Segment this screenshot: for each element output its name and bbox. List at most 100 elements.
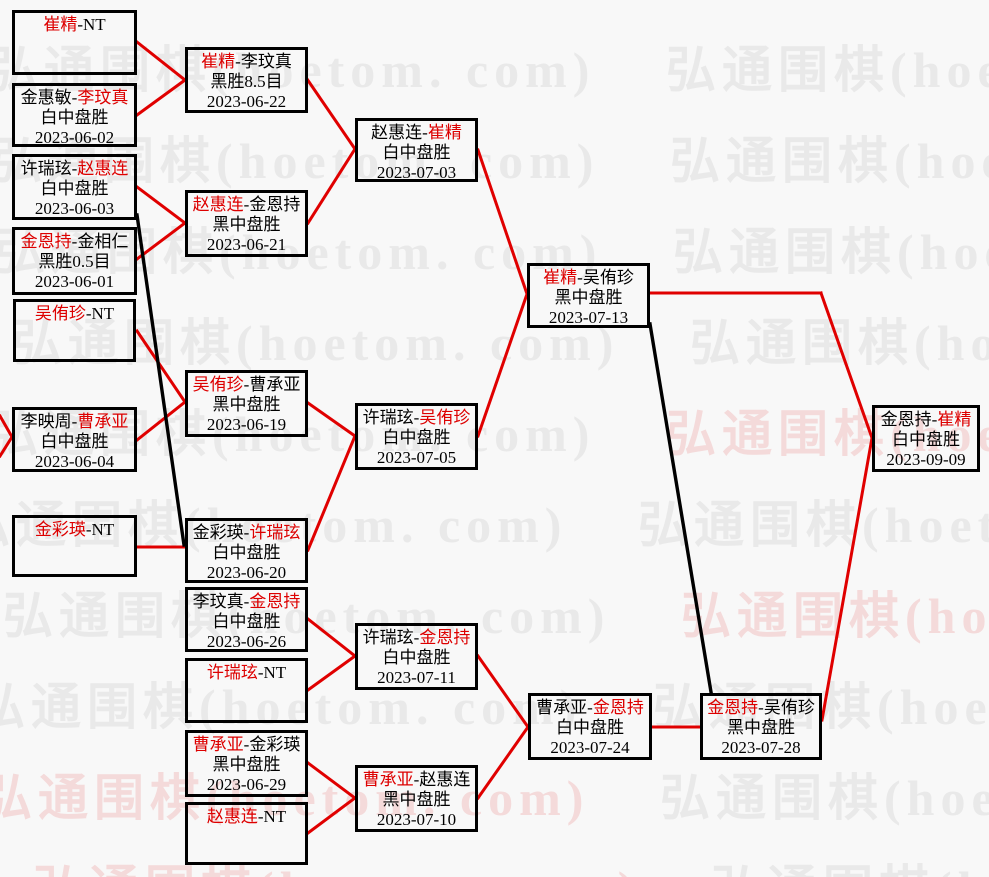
match-result: 白中盘胜 bbox=[15, 179, 134, 199]
player-loser-name: 赵惠连- bbox=[371, 123, 428, 142]
match-box-6: 金彩瑛-NT bbox=[12, 515, 137, 577]
winner-advance-line bbox=[305, 146, 358, 226]
watermark-text: 弘通围棋(hoetom. com) bbox=[3, 588, 611, 644]
match-box-9: 吴侑珍-曹承亚 黑中盘胜 2023-06-19 bbox=[185, 370, 308, 437]
result-text: 黑胜8.5目 bbox=[210, 72, 283, 91]
result-text: 白中盘胜 bbox=[382, 428, 451, 447]
player-loser-name: 金恩持- bbox=[880, 410, 938, 429]
match-box-2: 许瑞玹-赵惠连 白中盘胜 2023-06-03 bbox=[12, 154, 137, 220]
match-box-8: 赵惠连-金恩持 黑中盘胜 2023-06-21 bbox=[185, 190, 308, 257]
winner-advance-line bbox=[304, 76, 358, 152]
player-winner-name: 金恩持 bbox=[249, 592, 301, 611]
date-text: 2023-07-03 bbox=[376, 163, 457, 182]
match-players-line: 崔精-NT bbox=[15, 15, 134, 35]
winner-advance-line bbox=[134, 184, 188, 226]
winner-advance-line bbox=[819, 291, 874, 440]
player-winner-name: 金恩持 bbox=[20, 232, 72, 251]
match-box-3: 金恩持-金相仁 黑胜0.5目 2023-06-01 bbox=[12, 227, 137, 295]
player-winner-name: 吴侑珍 bbox=[192, 375, 244, 394]
winner-advance-line bbox=[820, 436, 874, 722]
match-players-line: 许瑞玹-赵惠连 bbox=[15, 159, 134, 179]
result-text: 白中盘胜 bbox=[40, 432, 109, 451]
match-result: 黑胜0.5目 bbox=[15, 252, 134, 272]
date-text: 2023-09-09 bbox=[886, 450, 966, 469]
match-players-line: 曹承亚-金彩瑛 bbox=[188, 735, 305, 755]
match-box-7: 崔精-李玟真 黑胜8.5目 2023-06-22 bbox=[185, 47, 308, 113]
player-winner-name: 崔精 bbox=[937, 410, 972, 429]
player-winner-name: 崔精 bbox=[427, 123, 462, 142]
watermark-text: 弘通围棋(hoetom. com) bbox=[638, 497, 989, 553]
match-date: 2023-06-21 bbox=[188, 235, 305, 255]
match-result: 黑中盘胜 bbox=[530, 288, 647, 308]
match-players-line: 金彩瑛-NT bbox=[15, 520, 134, 540]
winner-advance-line bbox=[306, 434, 357, 552]
match-date: 2023-06-01 bbox=[15, 272, 134, 292]
match-players-line: 赵惠连-崔精 bbox=[358, 123, 475, 143]
date-text: 2023-07-13 bbox=[548, 308, 629, 327]
date-text: 2023-07-28 bbox=[721, 738, 801, 757]
player-winner-name: 许瑞玹 bbox=[249, 523, 301, 542]
player-loser-name: 许瑞玹- bbox=[362, 628, 420, 647]
match-result: 黑中盘胜 bbox=[188, 395, 305, 415]
match-result: 白中盘胜 bbox=[15, 108, 134, 128]
player-winner-name: 崔精 bbox=[543, 268, 578, 287]
winner-advance-line bbox=[475, 724, 531, 801]
match-box-20: 曹承亚-金恩持 白中盘胜 2023-07-24 bbox=[528, 693, 652, 760]
date-text: 2023-06-21 bbox=[206, 235, 287, 254]
date-text: 2023-06-20 bbox=[206, 563, 287, 582]
match-result: 白中盘胜 bbox=[358, 648, 475, 668]
loser-drop-line bbox=[648, 322, 713, 694]
watermark-text: 弘通围棋(hoetom. com) bbox=[670, 133, 989, 189]
match-players-line: 崔精-吴侑珍 bbox=[530, 268, 647, 288]
result-text: 黑中盘胜 bbox=[727, 718, 795, 737]
result-text: 白中盘胜 bbox=[382, 143, 451, 162]
date-text: 2023-06-01 bbox=[34, 272, 115, 291]
player-loser-name: -李玟真 bbox=[235, 52, 292, 71]
match-date: 2023-06-04 bbox=[15, 452, 134, 472]
player-winner-name: 吴侑珍 bbox=[34, 304, 86, 323]
match-date: 2023-06-26 bbox=[188, 632, 305, 652]
match-box-4: 吴侑珍-NT bbox=[13, 299, 136, 362]
loser-drop-line bbox=[135, 213, 186, 547]
match-box-0: 崔精-NT bbox=[12, 10, 137, 75]
player-loser-name: -赵惠连 bbox=[413, 770, 471, 789]
player-loser-name: 许瑞玹- bbox=[362, 408, 420, 427]
winner-advance-line bbox=[305, 616, 358, 659]
match-result: 白中盘胜 bbox=[531, 718, 649, 738]
match-players-line: 金恩持-吴侑珍 bbox=[703, 698, 819, 718]
player-winner-name: 李玟真 bbox=[77, 88, 129, 107]
match-date: 2023-06-02 bbox=[15, 128, 134, 148]
match-box-21: 金恩持-吴侑珍 黑中盘胜 2023-07-28 bbox=[700, 693, 822, 760]
watermark-text: 弘通围棋(hoetom. com) bbox=[681, 588, 989, 644]
winner-advance-line bbox=[305, 760, 358, 801]
result-text: 白中盘胜 bbox=[212, 612, 281, 631]
winner-advance-line bbox=[0, 434, 15, 459]
result-text: 白中盘胜 bbox=[892, 430, 960, 449]
player-loser-name: -NT bbox=[77, 15, 106, 34]
player-loser-name: 曹承亚- bbox=[536, 698, 593, 717]
winner-advance-line bbox=[134, 77, 188, 118]
match-date: 2023-07-13 bbox=[530, 308, 647, 328]
result-text: 黑胜0.5目 bbox=[38, 252, 111, 271]
player-winner-name: 吴侑珍 bbox=[419, 408, 471, 427]
winner-advance-line bbox=[134, 220, 188, 262]
result-text: 黑中盘胜 bbox=[212, 215, 281, 234]
watermark-text: 弘通围棋(hoetom. com) bbox=[0, 770, 590, 826]
match-date: 2023-06-20 bbox=[188, 563, 305, 583]
result-text: 黑中盘胜 bbox=[554, 288, 623, 307]
player-winner-name: 金彩瑛 bbox=[34, 520, 86, 539]
player-winner-name: 金恩持 bbox=[592, 698, 644, 717]
match-result: 白中盘胜 bbox=[188, 612, 305, 632]
player-loser-name: -NT bbox=[85, 520, 115, 539]
winner-advance-line bbox=[476, 148, 529, 296]
match-box-15: 赵惠连-崔精 白中盘胜 2023-07-03 bbox=[355, 118, 478, 182]
result-text: 黑中盘胜 bbox=[382, 790, 451, 809]
result-text: 黑中盘胜 bbox=[212, 755, 281, 774]
match-box-1: 金惠敏-李玟真 白中盘胜 2023-06-02 bbox=[12, 83, 137, 147]
player-loser-name: 李映周- bbox=[20, 412, 78, 431]
player-winner-name: 赵惠连 bbox=[77, 159, 129, 178]
match-date: 2023-06-19 bbox=[188, 415, 305, 435]
